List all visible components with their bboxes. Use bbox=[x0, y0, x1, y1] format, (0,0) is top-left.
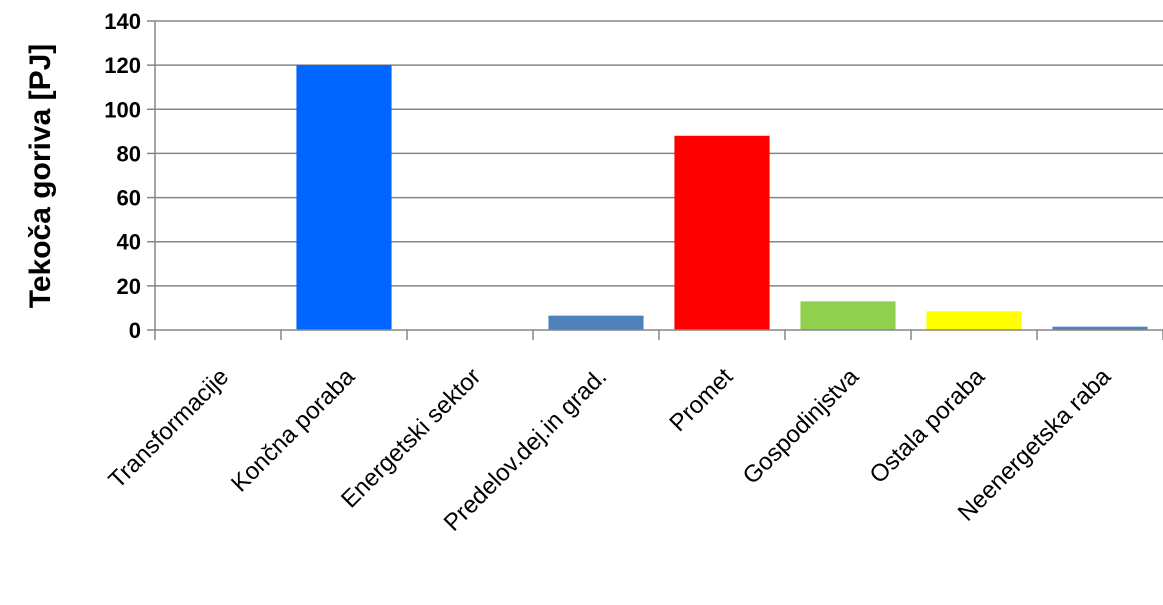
x-tick-label: Ostala poraba bbox=[865, 363, 991, 489]
y-tick-labels: 0 20 40 60 80 100 120 140 bbox=[104, 9, 141, 343]
y-tick-label: 100 bbox=[104, 97, 141, 122]
y-tick-label: 40 bbox=[117, 230, 141, 255]
bar-ostala-poraba bbox=[926, 311, 1022, 330]
y-tick-label: 60 bbox=[117, 186, 141, 211]
y-tick-label: 120 bbox=[104, 53, 141, 78]
bars bbox=[296, 65, 1148, 331]
axes bbox=[147, 20, 1163, 340]
y-tick-label: 80 bbox=[117, 141, 141, 166]
bar-promet bbox=[674, 135, 770, 330]
x-tick-label: Gospodinjstva bbox=[738, 363, 865, 490]
bar-neenergetska-raba bbox=[1052, 326, 1148, 330]
x-tick-label: Končna poraba bbox=[226, 363, 361, 498]
x-tick-label: Promet bbox=[664, 363, 738, 437]
y-tick-label: 0 bbox=[129, 318, 141, 343]
bar-predelov-dej-in-grad- bbox=[548, 315, 644, 330]
y-tick-label: 140 bbox=[104, 9, 141, 34]
bar-gospodinjstva bbox=[800, 301, 896, 330]
y-tick-label: 20 bbox=[117, 274, 141, 299]
x-tick-label: Energetski sektor bbox=[336, 363, 486, 513]
y-axis-label: Tekoča goriva [PJ] bbox=[24, 44, 57, 309]
x-tick-label: Transformacije bbox=[104, 363, 235, 494]
bar-kon-na-poraba bbox=[296, 65, 392, 331]
